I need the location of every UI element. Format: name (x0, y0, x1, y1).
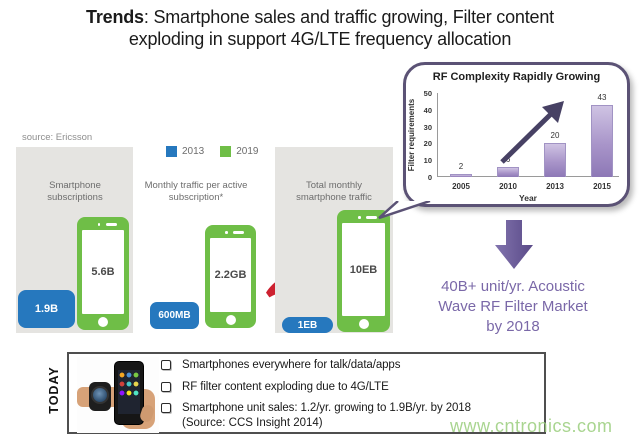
total-traffic-2019-value: 10EB (342, 223, 385, 316)
purple-down-arrow-icon (495, 220, 533, 269)
phone-camera-dot (358, 216, 361, 219)
chart-title: RF Complexity Rapidly Growing (432, 71, 601, 83)
checkbox-icon (161, 382, 171, 392)
traffic-per-sub-2019-value: 2.2GB (210, 238, 251, 312)
phone-speaker-dash (233, 231, 245, 234)
market-line-2: Wave RF Filter Market (438, 298, 588, 315)
chart-x-tick: 2005 (452, 182, 470, 191)
page-title: Trends: Smartphone sales and traffic gro… (20, 6, 620, 50)
today-label: TODAY (47, 366, 61, 414)
panel-1-label: Smartphone subscriptions (47, 180, 103, 203)
market-callout-text: 40B+ unit/yr. Acoustic Wave RF Filter Ma… (408, 277, 618, 337)
phone-home-button (225, 315, 236, 325)
phone-speaker-dash (366, 216, 378, 219)
chart-y-tick: 50 (423, 89, 432, 98)
bullet-row: RF filter content exploding due to 4G/LT… (161, 381, 389, 393)
total-traffic-2013-value: 1EB (282, 317, 333, 333)
bullet-row: Smartphone unit sales: 1.2/yr. growing t… (161, 402, 471, 414)
panel-2-label: Monthly traffic per active subscription* (144, 180, 248, 203)
photo-smartphone (114, 361, 144, 425)
checkbox-icon (161, 403, 171, 413)
phone-icon-traffic-per-sub: 2.2GB (205, 225, 256, 328)
checkbox-icon (161, 360, 171, 370)
phone-camera-dot (225, 231, 228, 234)
photo-smartphone-screen (118, 370, 140, 414)
legend-swatch-2013 (166, 146, 177, 157)
legend-item-2013: 2013 (166, 146, 204, 157)
market-line-3: by 2018 (486, 318, 540, 335)
bullet-row: Smartphones everywhere for talk/data/app… (161, 359, 400, 371)
subscriptions-2013-value: 1.9B (18, 290, 75, 328)
title-line-2: exploding in support 4G/LTE frequency al… (128, 29, 512, 49)
phone-icon-total-traffic: 10EB (337, 210, 390, 332)
smartwatch-face (91, 386, 109, 404)
chart-bar-value: 43 (597, 92, 607, 102)
phone-home-button (98, 317, 108, 327)
chart-y-tick: 20 (423, 139, 432, 149)
legend: 2013 2019 (166, 146, 259, 157)
market-line-1: 40B+ unit/yr. Acoustic (441, 278, 585, 295)
smartphone-smartwatch-photo (77, 357, 159, 433)
trend-up-arrow-icon (500, 101, 564, 164)
title-lead: Trends (86, 7, 144, 27)
legend-label-2019: 2019 (236, 146, 259, 157)
rf-chart-plot (437, 93, 619, 177)
phone-speaker-dash (105, 223, 117, 226)
bullet-text-3: Smartphone unit sales: 1.2/yr. growing t… (182, 402, 471, 414)
watermark: www.cntronics.com (450, 416, 613, 436)
title-line-1: Trends: Smartphone sales and traffic gro… (20, 6, 620, 28)
rf-complexity-chart-callout: RF Complexity Rapidly Growing Filter req… (403, 62, 630, 207)
phone-camera-dot (97, 223, 101, 226)
legend-swatch-2019 (220, 146, 232, 157)
title-rest: : Smartphone sales and traffic growing, … (143, 7, 554, 27)
chart-bar-value: 2 (458, 161, 464, 171)
bullet-text-1: Smartphones everywhere for talk/data/app… (182, 359, 401, 371)
callout-tail (378, 201, 431, 220)
legend-item-2019: 2019 (220, 146, 259, 157)
chart-y-tick: 40 (423, 105, 432, 115)
chart-bar (450, 173, 472, 177)
legend-label-2013: 2013 (182, 146, 205, 157)
chart-y-tick: 0 (427, 173, 432, 182)
phone-home-button (358, 319, 369, 329)
chart-bar (591, 104, 613, 177)
subscriptions-2019-value: 5.6B (82, 230, 124, 314)
chart-x-tick: 2015 (593, 182, 611, 191)
bullet-source-note: (Source: CCS Insight 2014) (182, 417, 323, 429)
chart-bar (497, 166, 519, 177)
chart-bar (544, 143, 566, 177)
today-box: Smartphones everywhere for talk/data/app… (67, 352, 546, 434)
traffic-per-sub-2013-value: 600MB (150, 302, 199, 329)
phone-icon-subscriptions: 5.6B (77, 217, 129, 330)
chart-x-tick: 2010 (499, 182, 517, 191)
chart-x-tick: 2013 (546, 182, 564, 191)
chart-y-tick: 10 (423, 156, 432, 166)
chart-x-axis-label: Year (519, 193, 537, 203)
chart-y-tick: 30 (423, 122, 432, 132)
bullet-text-2: RF filter content exploding due to 4G/LT… (182, 381, 389, 393)
chart-bar-value: 20 (550, 131, 560, 141)
source-label: source: Ericsson (22, 132, 93, 143)
panel-3-label: Total monthly smartphone traffic (296, 180, 372, 203)
